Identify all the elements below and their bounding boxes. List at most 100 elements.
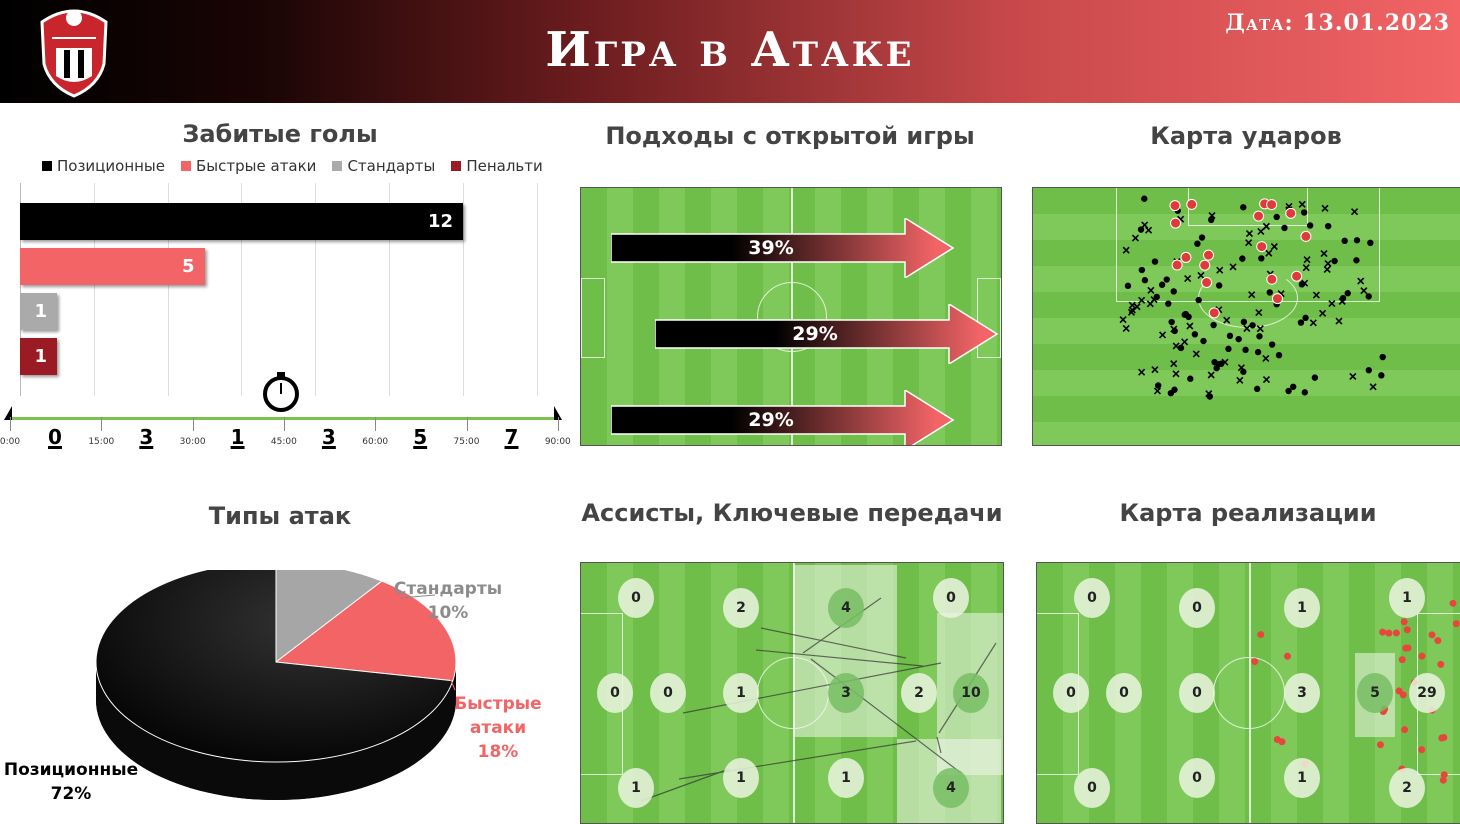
shot-marker [1249, 322, 1256, 329]
shot-marker [1285, 387, 1292, 395]
shot-marker [1171, 327, 1178, 335]
shot-cross-marker [1236, 376, 1244, 384]
shot-marker [1215, 282, 1223, 289]
goal-marker [1202, 249, 1214, 261]
shot-cross-marker [1357, 277, 1365, 285]
goal-bar: 5 [20, 248, 205, 285]
shot-marker [1158, 281, 1166, 288]
shot-marker [1165, 300, 1172, 307]
club-logo [40, 9, 108, 98]
shot-marker [1195, 296, 1202, 304]
shot-dot [1440, 733, 1448, 741]
goal-marker [1256, 241, 1268, 253]
shot-cross-marker [1170, 360, 1178, 368]
shot-cross-marker [1237, 364, 1245, 372]
shot-cross-marker [1159, 331, 1167, 339]
shot-cross-marker [1141, 221, 1149, 229]
shot-cross-marker [1245, 229, 1254, 238]
shot-cross-marker [1223, 316, 1231, 324]
shot-cross-marker [1324, 259, 1332, 268]
shot-cross-marker [1265, 249, 1273, 257]
shot-cross-marker [1153, 387, 1161, 395]
approach-pct: 29% [792, 323, 838, 345]
zone-count: 4 [933, 768, 969, 808]
zone-count: 1 [1284, 588, 1320, 628]
shot-marker [1367, 239, 1374, 247]
shot-cross-marker [1309, 319, 1317, 327]
zone-count: 1 [618, 768, 654, 808]
goal-bar: 1 [20, 338, 57, 375]
gridline [389, 183, 390, 396]
period-goal-count: 5 [413, 425, 428, 449]
shot-marker [1207, 216, 1215, 224]
timeline-tick-label: 0:00 [0, 437, 21, 447]
zone-count: 0 [597, 673, 633, 713]
shot-marker [1138, 266, 1146, 274]
shot-marker [1239, 255, 1246, 262]
timeline-tick [101, 417, 103, 431]
shot-marker [1306, 222, 1314, 229]
shot-cross-marker [1301, 279, 1309, 287]
shot-cross-marker [1262, 354, 1270, 362]
shot-cross-marker [1369, 383, 1377, 391]
shot-cross-marker [1197, 271, 1205, 280]
shot-cross-marker [1298, 200, 1306, 208]
pie-label-standards: Стандарты 10% [393, 579, 503, 623]
shot-marker [1275, 351, 1283, 359]
shot-cross-marker [1150, 296, 1158, 304]
pie-label-positional: Позиционные 72% [3, 760, 139, 804]
shot-cross-marker [1245, 239, 1253, 247]
shot-marker [1171, 386, 1178, 393]
timeline-tick-label: 15:00 [88, 437, 115, 447]
shot-marker [1185, 313, 1192, 321]
goal-marker [1199, 259, 1211, 271]
shot-dot [1392, 629, 1400, 637]
timeline-tick [466, 417, 468, 431]
shot-marker [1226, 332, 1234, 340]
shot-marker [1163, 276, 1170, 283]
goals-title: Забитые голы [182, 120, 378, 148]
shot-cross-marker [1181, 338, 1189, 346]
shot-dot [1401, 726, 1409, 734]
gridline [462, 183, 464, 396]
shot-dot [1418, 652, 1426, 660]
shot-marker [1151, 258, 1159, 265]
shot-marker [1253, 385, 1261, 393]
shot-dot [1283, 652, 1291, 660]
shot-marker [1213, 364, 1220, 372]
shot-cross-marker [1335, 317, 1343, 325]
shot-cross-marker [1205, 390, 1213, 398]
shot-marker [1191, 331, 1199, 338]
shot-marker [1378, 372, 1385, 379]
pie-slice [274, 580, 457, 682]
shot-cross-marker [1147, 286, 1155, 294]
shot-marker [1290, 383, 1297, 390]
goal-marker [1201, 276, 1213, 288]
goal-marker [1170, 217, 1182, 229]
timeline-tick [375, 417, 377, 431]
shot-marker [1268, 341, 1276, 348]
shot-cross-marker [1312, 291, 1320, 299]
zone-count: 0 [618, 578, 654, 618]
shot-dot [1400, 618, 1408, 626]
timeline-tick-label: 75:00 [453, 437, 480, 447]
shot-dot [1402, 644, 1410, 652]
pie-slice [275, 570, 383, 664]
shot-marker [1341, 237, 1348, 245]
shot-cross-marker [1302, 264, 1310, 272]
approach-pct: 39% [748, 237, 794, 259]
zone-count: 0 [1179, 758, 1215, 798]
approach-arrow [611, 390, 955, 445]
shotmap-title: Карта ударов [1150, 122, 1342, 150]
timeline-tick-label: 90:00 [544, 437, 571, 447]
shot-marker [1141, 195, 1148, 202]
goal-marker [1291, 270, 1303, 282]
goal-marker [1171, 259, 1183, 271]
shot-marker [1242, 346, 1249, 354]
shot-marker [1273, 213, 1280, 221]
shot-cross-marker [1262, 222, 1270, 230]
zone-count: 4 [828, 588, 864, 628]
zone-count: 1 [1389, 578, 1425, 618]
shot-marker [1200, 337, 1207, 345]
shot-marker [1281, 224, 1288, 232]
